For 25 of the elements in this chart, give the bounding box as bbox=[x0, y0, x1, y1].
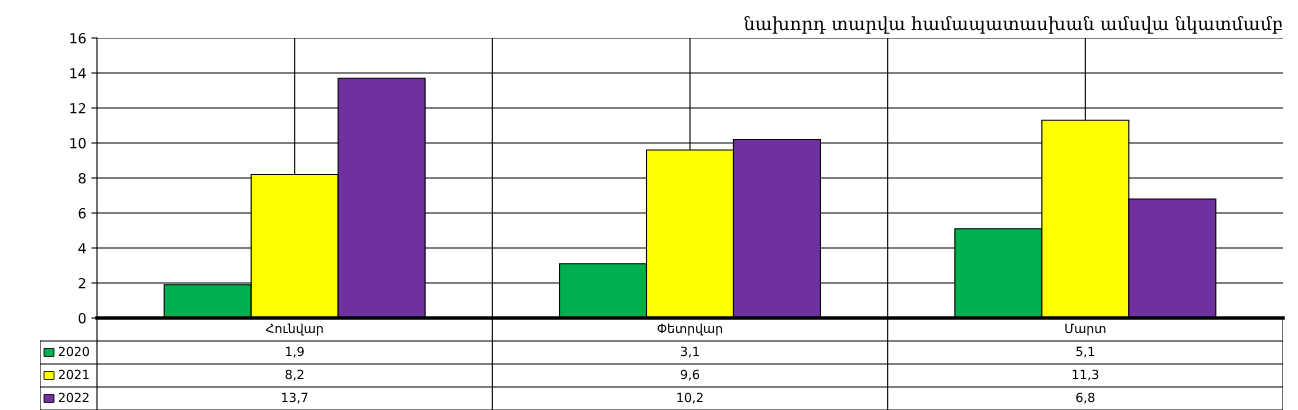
x-tick-label: Հունվար bbox=[265, 323, 323, 336]
x-tick-label: Մարտ bbox=[1065, 323, 1106, 336]
data-label: 6,8 bbox=[1076, 392, 1095, 404]
y-tick-label: 8 bbox=[78, 172, 86, 184]
y-tick-label: 0 bbox=[78, 312, 86, 324]
legend-label: 2020 bbox=[58, 346, 89, 357]
data-label: 11,3 bbox=[1072, 369, 1099, 381]
data-label: 10,2 bbox=[677, 392, 703, 404]
x-tick-label: Փետրվար bbox=[657, 323, 723, 336]
y-tick-label: 12 bbox=[70, 102, 86, 114]
y-tick-label: 14 bbox=[70, 68, 86, 79]
data-label: 9,6 bbox=[680, 369, 700, 381]
y-tick-label: 2 bbox=[78, 277, 86, 289]
data-label: 1,9 bbox=[286, 346, 304, 358]
data-label: 13,7 bbox=[282, 392, 308, 404]
y-tick-label: 10 bbox=[70, 137, 86, 149]
y-tick-label: 6 bbox=[78, 207, 86, 219]
legend-label: 2022 bbox=[58, 392, 89, 403]
legend-label: 2021 bbox=[58, 369, 89, 380]
data-label: 8,2 bbox=[285, 369, 304, 381]
y-tick-label: 4 bbox=[78, 243, 86, 254]
data-label: 3,1 bbox=[681, 346, 699, 358]
chart-title: նախորդ տարվա համապատասխան ամսվա նկատմամբ bbox=[744, 16, 1282, 34]
data-label: 5,1 bbox=[1076, 346, 1095, 358]
y-tick-label: 16 bbox=[70, 32, 86, 44]
